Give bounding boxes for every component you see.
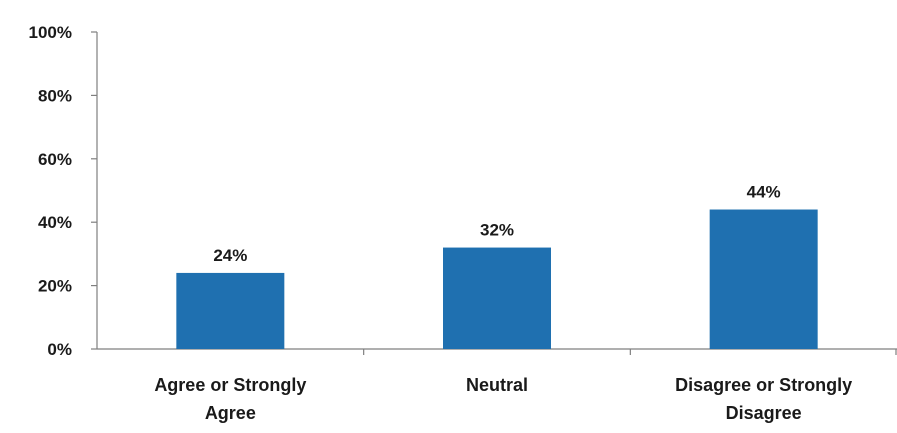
category-label-line: Agree	[205, 403, 256, 423]
y-tick-label: 60%	[38, 150, 72, 169]
data-label: 24%	[213, 246, 247, 265]
y-tick-label: 80%	[38, 86, 72, 105]
category-label-line: Disagree	[726, 403, 802, 423]
category-label-line: Neutral	[466, 375, 528, 395]
y-axis: 0% 20% 40% 60% 80% 100%	[29, 23, 98, 359]
category-label-line: Disagree or Strongly	[675, 375, 852, 395]
category-labels: Agree or Strongly Agree Neutral Disagree or…	[154, 375, 852, 423]
y-tick-label: 20%	[38, 277, 72, 296]
category-label-line: Agree or Strongly	[154, 375, 306, 395]
y-tick-label: 40%	[38, 213, 72, 232]
bars	[176, 209, 818, 349]
y-tick-label: 100%	[29, 23, 72, 42]
category-label: Agree or Strongly Agree	[154, 375, 306, 423]
category-label: Neutral	[466, 375, 528, 395]
bar	[176, 272, 285, 349]
data-labels: 24% 32% 44%	[213, 183, 780, 265]
y-tick-label: 0%	[47, 340, 72, 359]
data-label: 32%	[480, 221, 514, 240]
category-label: Disagree or Strongly Disagree	[675, 375, 852, 423]
bar	[709, 209, 818, 349]
bar	[443, 247, 551, 349]
x-axis	[97, 348, 897, 355]
data-label: 44%	[747, 183, 781, 202]
